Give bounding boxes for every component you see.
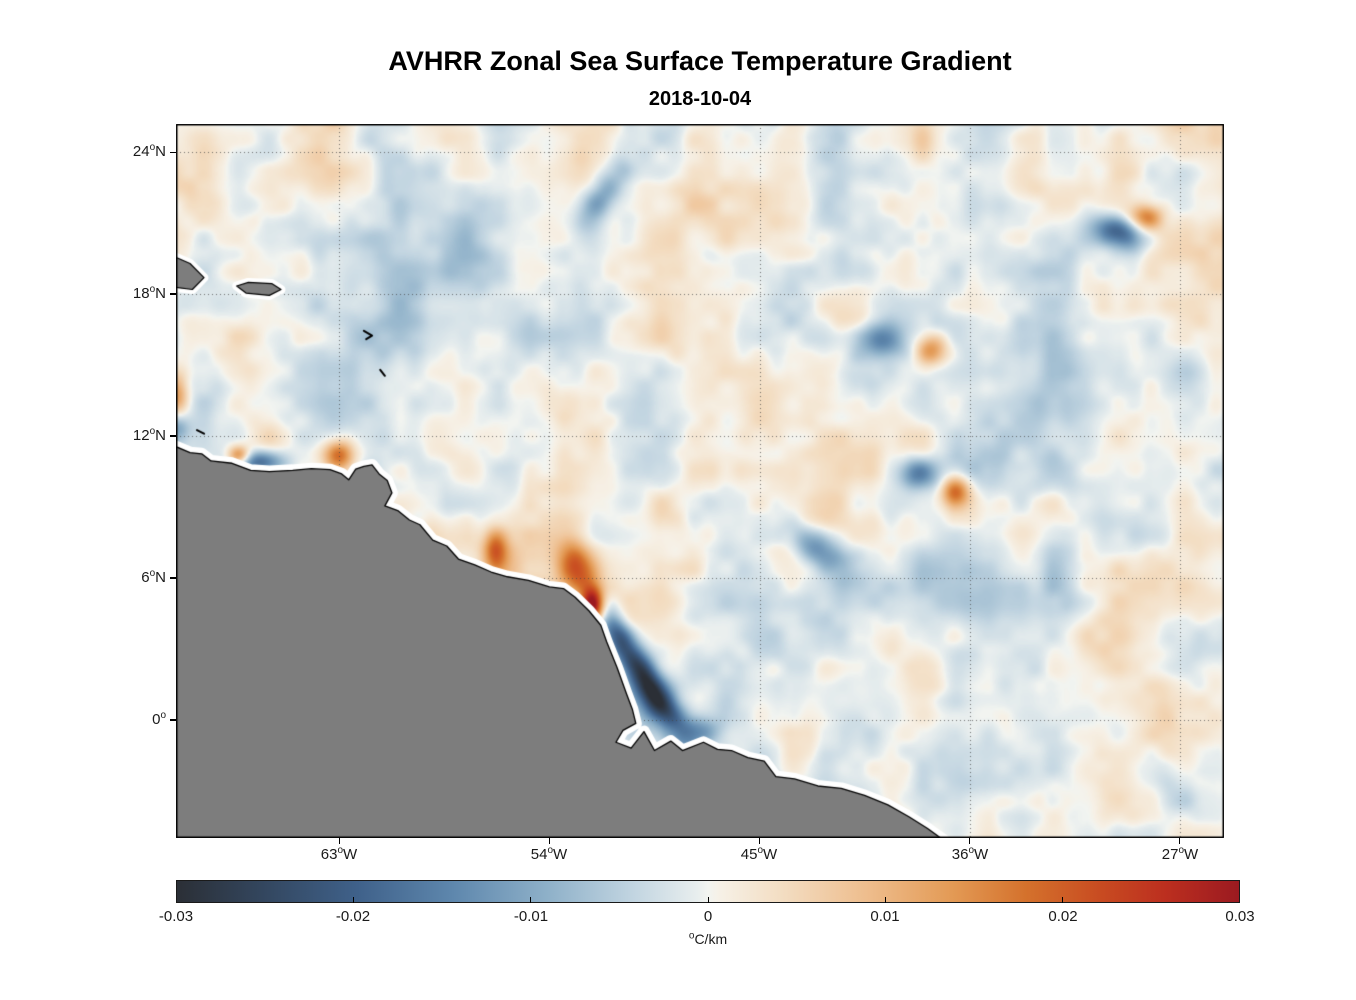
axis-tick-mark [530, 897, 532, 903]
y-tick-hemisphere: N [155, 569, 166, 586]
axis-tick-mark [170, 293, 176, 295]
axis-tick-mark [352, 897, 354, 903]
colorbar-tick-label: -0.01 [513, 908, 549, 925]
y-tick-label: 18oN [100, 284, 166, 304]
degree-symbol: o [149, 568, 156, 579]
y-tick-label: 12oN [100, 426, 166, 446]
colorbar-tick-label: -0.03 [158, 908, 194, 925]
x-tick-hemisphere: W [974, 846, 989, 863]
axis-tick-mark [968, 838, 971, 844]
degree-symbol: o [757, 845, 764, 856]
x-tick-hemisphere: W [763, 846, 778, 863]
axis-tick-mark [758, 838, 761, 844]
colorbar-unit-label: oC/km [176, 931, 1240, 947]
y-tick-label: 0o [100, 710, 166, 730]
axis-tick-mark [170, 577, 176, 579]
colorbar-tick-label: 0.02 [1048, 908, 1078, 925]
colorbar-unit-text: C/km [694, 931, 728, 947]
y-tick-value: 12 [132, 427, 150, 444]
degree-symbol: o [968, 845, 975, 856]
degree-symbol: o [160, 710, 166, 721]
x-tick-value: 45 [740, 846, 758, 863]
y-tick-value: 24 [132, 143, 150, 160]
x-tick-label: 36oW [930, 845, 1010, 865]
axis-tick-mark [707, 897, 709, 903]
x-tick-label: 63oW [299, 845, 379, 865]
x-tick-value: 36 [951, 846, 969, 863]
y-tick-hemisphere: N [155, 285, 166, 302]
y-tick-label: 24oN [100, 142, 166, 162]
degree-symbol: o [688, 930, 695, 942]
degree-symbol: o [149, 284, 156, 295]
sst-gradient-map-canvas [176, 124, 1224, 838]
axis-tick-mark [884, 897, 886, 903]
x-tick-value: 54 [530, 846, 548, 863]
map-plot-area [176, 124, 1224, 838]
y-tick-hemisphere: N [155, 427, 166, 444]
y-tick-value: 18 [132, 285, 150, 302]
x-tick-label: 45oW [719, 845, 799, 865]
axis-tick-mark [170, 435, 176, 437]
x-tick-label: 54oW [509, 845, 589, 865]
colorbar-tick-label: 0 [703, 908, 713, 925]
axis-tick-mark [338, 838, 341, 844]
degree-symbol: o [547, 845, 554, 856]
y-tick-hemisphere: N [155, 143, 166, 160]
colorbar-tick-label: -0.02 [335, 908, 371, 925]
x-tick-hemisphere: W [1184, 846, 1199, 863]
degree-symbol: o [149, 426, 156, 437]
x-tick-label: 27oW [1140, 845, 1220, 865]
x-tick-value: 63 [320, 846, 338, 863]
y-tick-label: 6oN [100, 568, 166, 588]
axis-tick-mark [1062, 897, 1064, 903]
chart-date: 2018-10-04 [648, 88, 752, 110]
axis-tick-mark [548, 838, 551, 844]
degree-symbol: o [1178, 845, 1185, 856]
x-tick-hemisphere: W [343, 846, 358, 863]
x-tick-value: 27 [1161, 846, 1179, 863]
degree-symbol: o [337, 845, 344, 856]
axis-tick-mark [1178, 838, 1181, 844]
colorbar-tick-label: 0.01 [870, 908, 900, 925]
colorbar-tick-label: 0.03 [1225, 908, 1255, 925]
x-tick-hemisphere: W [553, 846, 568, 863]
y-tick-value: 0 [152, 711, 161, 728]
y-tick-value: 6 [141, 569, 150, 586]
axis-tick-mark [170, 151, 176, 154]
chart-title: AVHRR Zonal Sea Surface Temperature Grad… [388, 46, 1012, 76]
degree-symbol: o [149, 142, 156, 153]
axis-tick-mark [170, 719, 176, 721]
